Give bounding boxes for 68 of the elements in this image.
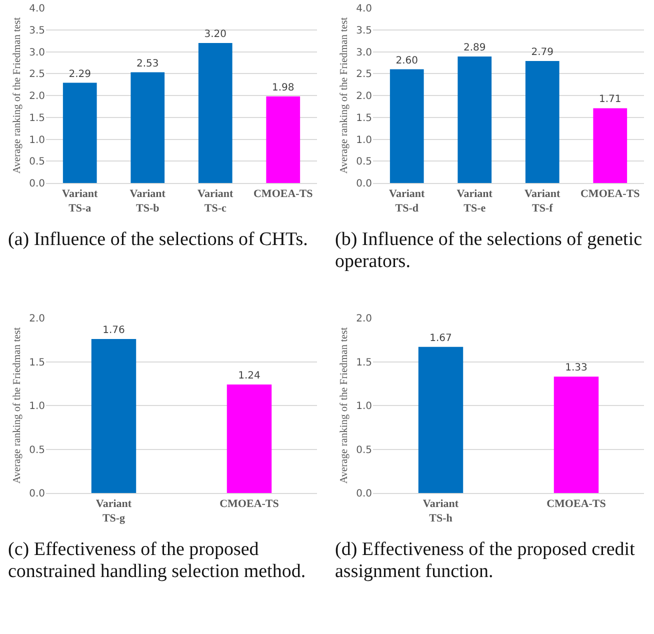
data-label: 1.76 xyxy=(102,325,125,336)
text: (b) Influence of the selections of genetic operators. xyxy=(334,228,644,273)
x-tick-label: Variant TS-f xyxy=(524,188,561,214)
y-tick-label: 3.0 xyxy=(356,47,372,58)
y-tick-label: 0.5 xyxy=(356,444,372,456)
data-label: 1.67 xyxy=(430,332,452,344)
y-tick-label: 0.0 xyxy=(29,488,45,500)
y-tick-label: 4.0 xyxy=(29,4,45,14)
data-label: 2.53 xyxy=(136,58,159,70)
x-tick-label: CMOEA-TS xyxy=(546,498,606,510)
y-tick-label: 3.5 xyxy=(29,25,45,36)
data-label: 3.20 xyxy=(204,29,227,40)
data-label: 1.98 xyxy=(272,82,294,94)
y-tick-label: 1.5 xyxy=(356,112,372,124)
bar xyxy=(525,60,560,183)
y-tick-label: 4.0 xyxy=(356,4,372,14)
y-axis-title: Average ranking of the Friedman test xyxy=(338,17,350,174)
bar xyxy=(458,56,492,183)
y-tick-label: 2.0 xyxy=(29,91,45,102)
bar xyxy=(130,72,165,183)
y-tick-label: 2.5 xyxy=(29,69,45,80)
data-label: 2.29 xyxy=(68,68,92,80)
text: (c) Effectiveness of the proposed constrained handling selection method. xyxy=(7,538,307,583)
y-tick-label: 1.5 xyxy=(356,357,372,368)
y-tick-label: 2.5 xyxy=(356,69,372,80)
y-tick-label: 1.0 xyxy=(356,134,372,146)
x-tick-label: Variant TS-b xyxy=(130,188,166,214)
x-tick-label: CMOEA-TS xyxy=(220,498,279,510)
data-label: 1.24 xyxy=(238,370,260,382)
bar xyxy=(390,69,424,183)
bar xyxy=(593,108,628,183)
y-tick-label: 1.0 xyxy=(29,401,45,412)
y-tick-label: 0.5 xyxy=(29,156,45,168)
y-tick-label: 1.5 xyxy=(29,112,45,124)
y-tick-label: 1.0 xyxy=(356,401,372,412)
y-tick-label: 0.0 xyxy=(356,488,372,500)
y-axis-title: Average ranking of the Friedman test xyxy=(338,327,350,484)
y-tick-label: 0.5 xyxy=(356,156,372,168)
text: (d) Effectiveness of the proposed credit assignment function. xyxy=(334,538,636,583)
data-label: 2.79 xyxy=(531,46,554,58)
x-tick-label: Variant TS-d xyxy=(389,188,426,214)
y-axis-title: Average ranking of the Friedman test xyxy=(12,327,23,484)
x-tick-label: Variant TS-a xyxy=(62,188,98,214)
data-label: 1.71 xyxy=(598,94,622,106)
bar xyxy=(266,96,300,183)
x-tick-label: CMOEA-TS xyxy=(580,188,640,200)
y-tick-label: 2.0 xyxy=(29,314,45,324)
data-label: 2.60 xyxy=(396,55,418,66)
y-tick-label: 0.0 xyxy=(29,178,45,190)
x-tick-label: Variant TS-c xyxy=(198,188,234,214)
x-tick-label: Variant TS-e xyxy=(456,188,493,214)
y-tick-label: 1.5 xyxy=(29,357,45,368)
y-tick-label: 1.0 xyxy=(29,134,45,146)
data-label: 1.33 xyxy=(565,362,588,374)
x-tick-label: Variant TS-h xyxy=(422,498,459,524)
y-tick-label: 3.0 xyxy=(29,47,45,58)
x-tick-label: CMOEA-TS xyxy=(253,188,313,200)
data-label: 2.89 xyxy=(463,42,486,54)
y-axis-title: Average ranking of the Friedman test xyxy=(12,17,23,174)
y-tick-label: 0.5 xyxy=(29,444,45,456)
bar xyxy=(62,82,97,183)
y-tick-label: 2.0 xyxy=(356,314,372,324)
text: (a) Influence of the selections of CHTs. xyxy=(7,228,309,251)
y-tick-label: 0.0 xyxy=(356,178,372,190)
x-tick-label: Variant TS-g xyxy=(96,498,132,524)
y-tick-label: 3.5 xyxy=(356,25,372,36)
y-tick-label: 2.0 xyxy=(356,91,372,102)
bar xyxy=(198,43,232,183)
